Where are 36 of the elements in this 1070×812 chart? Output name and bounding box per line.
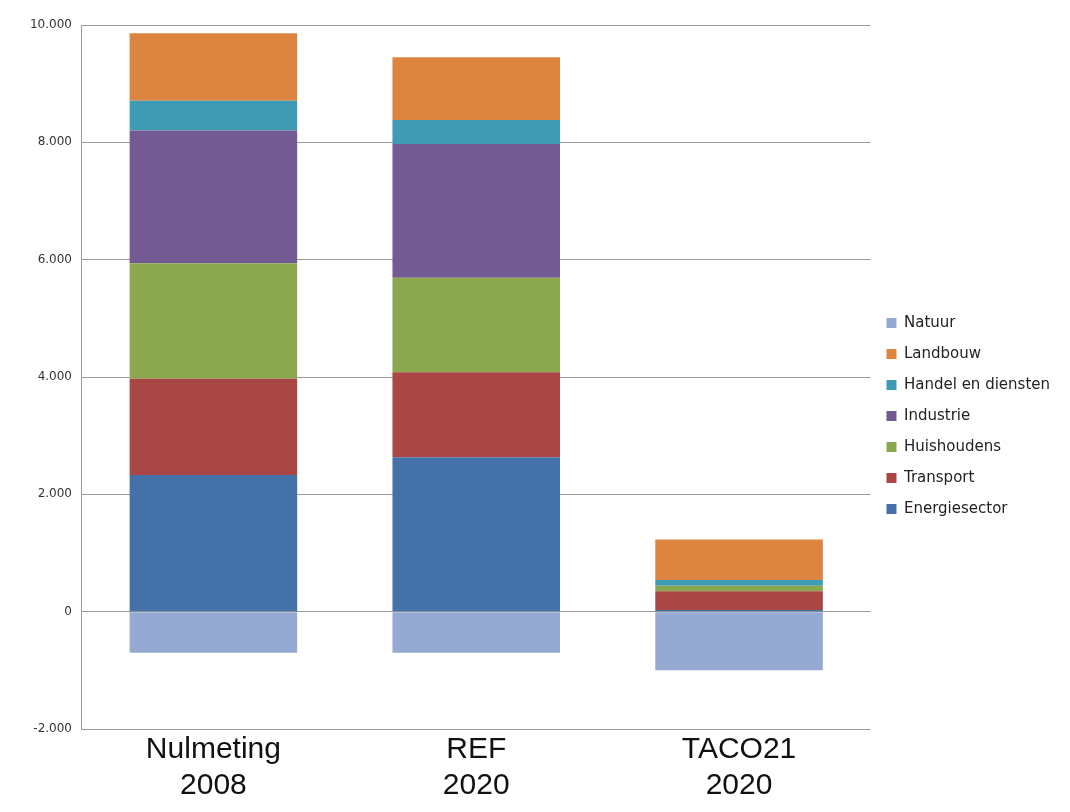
y-tick-label: 0	[64, 603, 72, 618]
y-tick-label: 4.000	[37, 369, 72, 384]
bar	[129, 263, 298, 379]
bar	[129, 100, 298, 131]
bar	[129, 130, 298, 264]
legend-label: Natuur	[903, 312, 957, 331]
legend-label: Transport	[902, 467, 975, 486]
legend-label: Handel en diensten	[903, 374, 1051, 393]
y-tick-label: -2.000	[33, 721, 72, 736]
y-tick-label: 6.000	[37, 251, 72, 266]
bar	[129, 33, 298, 101]
bar	[392, 612, 561, 653]
x-tick-label: REF 2020	[442, 731, 510, 801]
bar	[129, 612, 298, 653]
bar	[129, 378, 298, 475]
bar	[392, 277, 561, 373]
bar	[129, 474, 298, 612]
bar	[655, 585, 823, 592]
bar	[392, 57, 561, 121]
legend-label: Industrie	[903, 405, 971, 424]
bar	[392, 144, 561, 278]
y-tick-label: 2.000	[37, 486, 72, 501]
legend-label: Energiesector	[903, 498, 1009, 517]
y-tick-label: 8.000	[37, 134, 72, 149]
bar	[392, 120, 561, 145]
bar	[655, 579, 823, 586]
bar	[655, 612, 823, 671]
bar	[392, 372, 561, 458]
x-tick-label: TACO21 2020	[681, 731, 797, 801]
x-tick-label: Nulmeting 2008	[145, 731, 281, 801]
bar	[655, 591, 823, 610]
bar	[655, 539, 823, 580]
legend-label: Huishoudens	[903, 436, 1002, 455]
legend-label: Landbouw	[903, 343, 982, 362]
bar	[392, 457, 561, 612]
y-tick-label: 10.000	[29, 17, 72, 32]
